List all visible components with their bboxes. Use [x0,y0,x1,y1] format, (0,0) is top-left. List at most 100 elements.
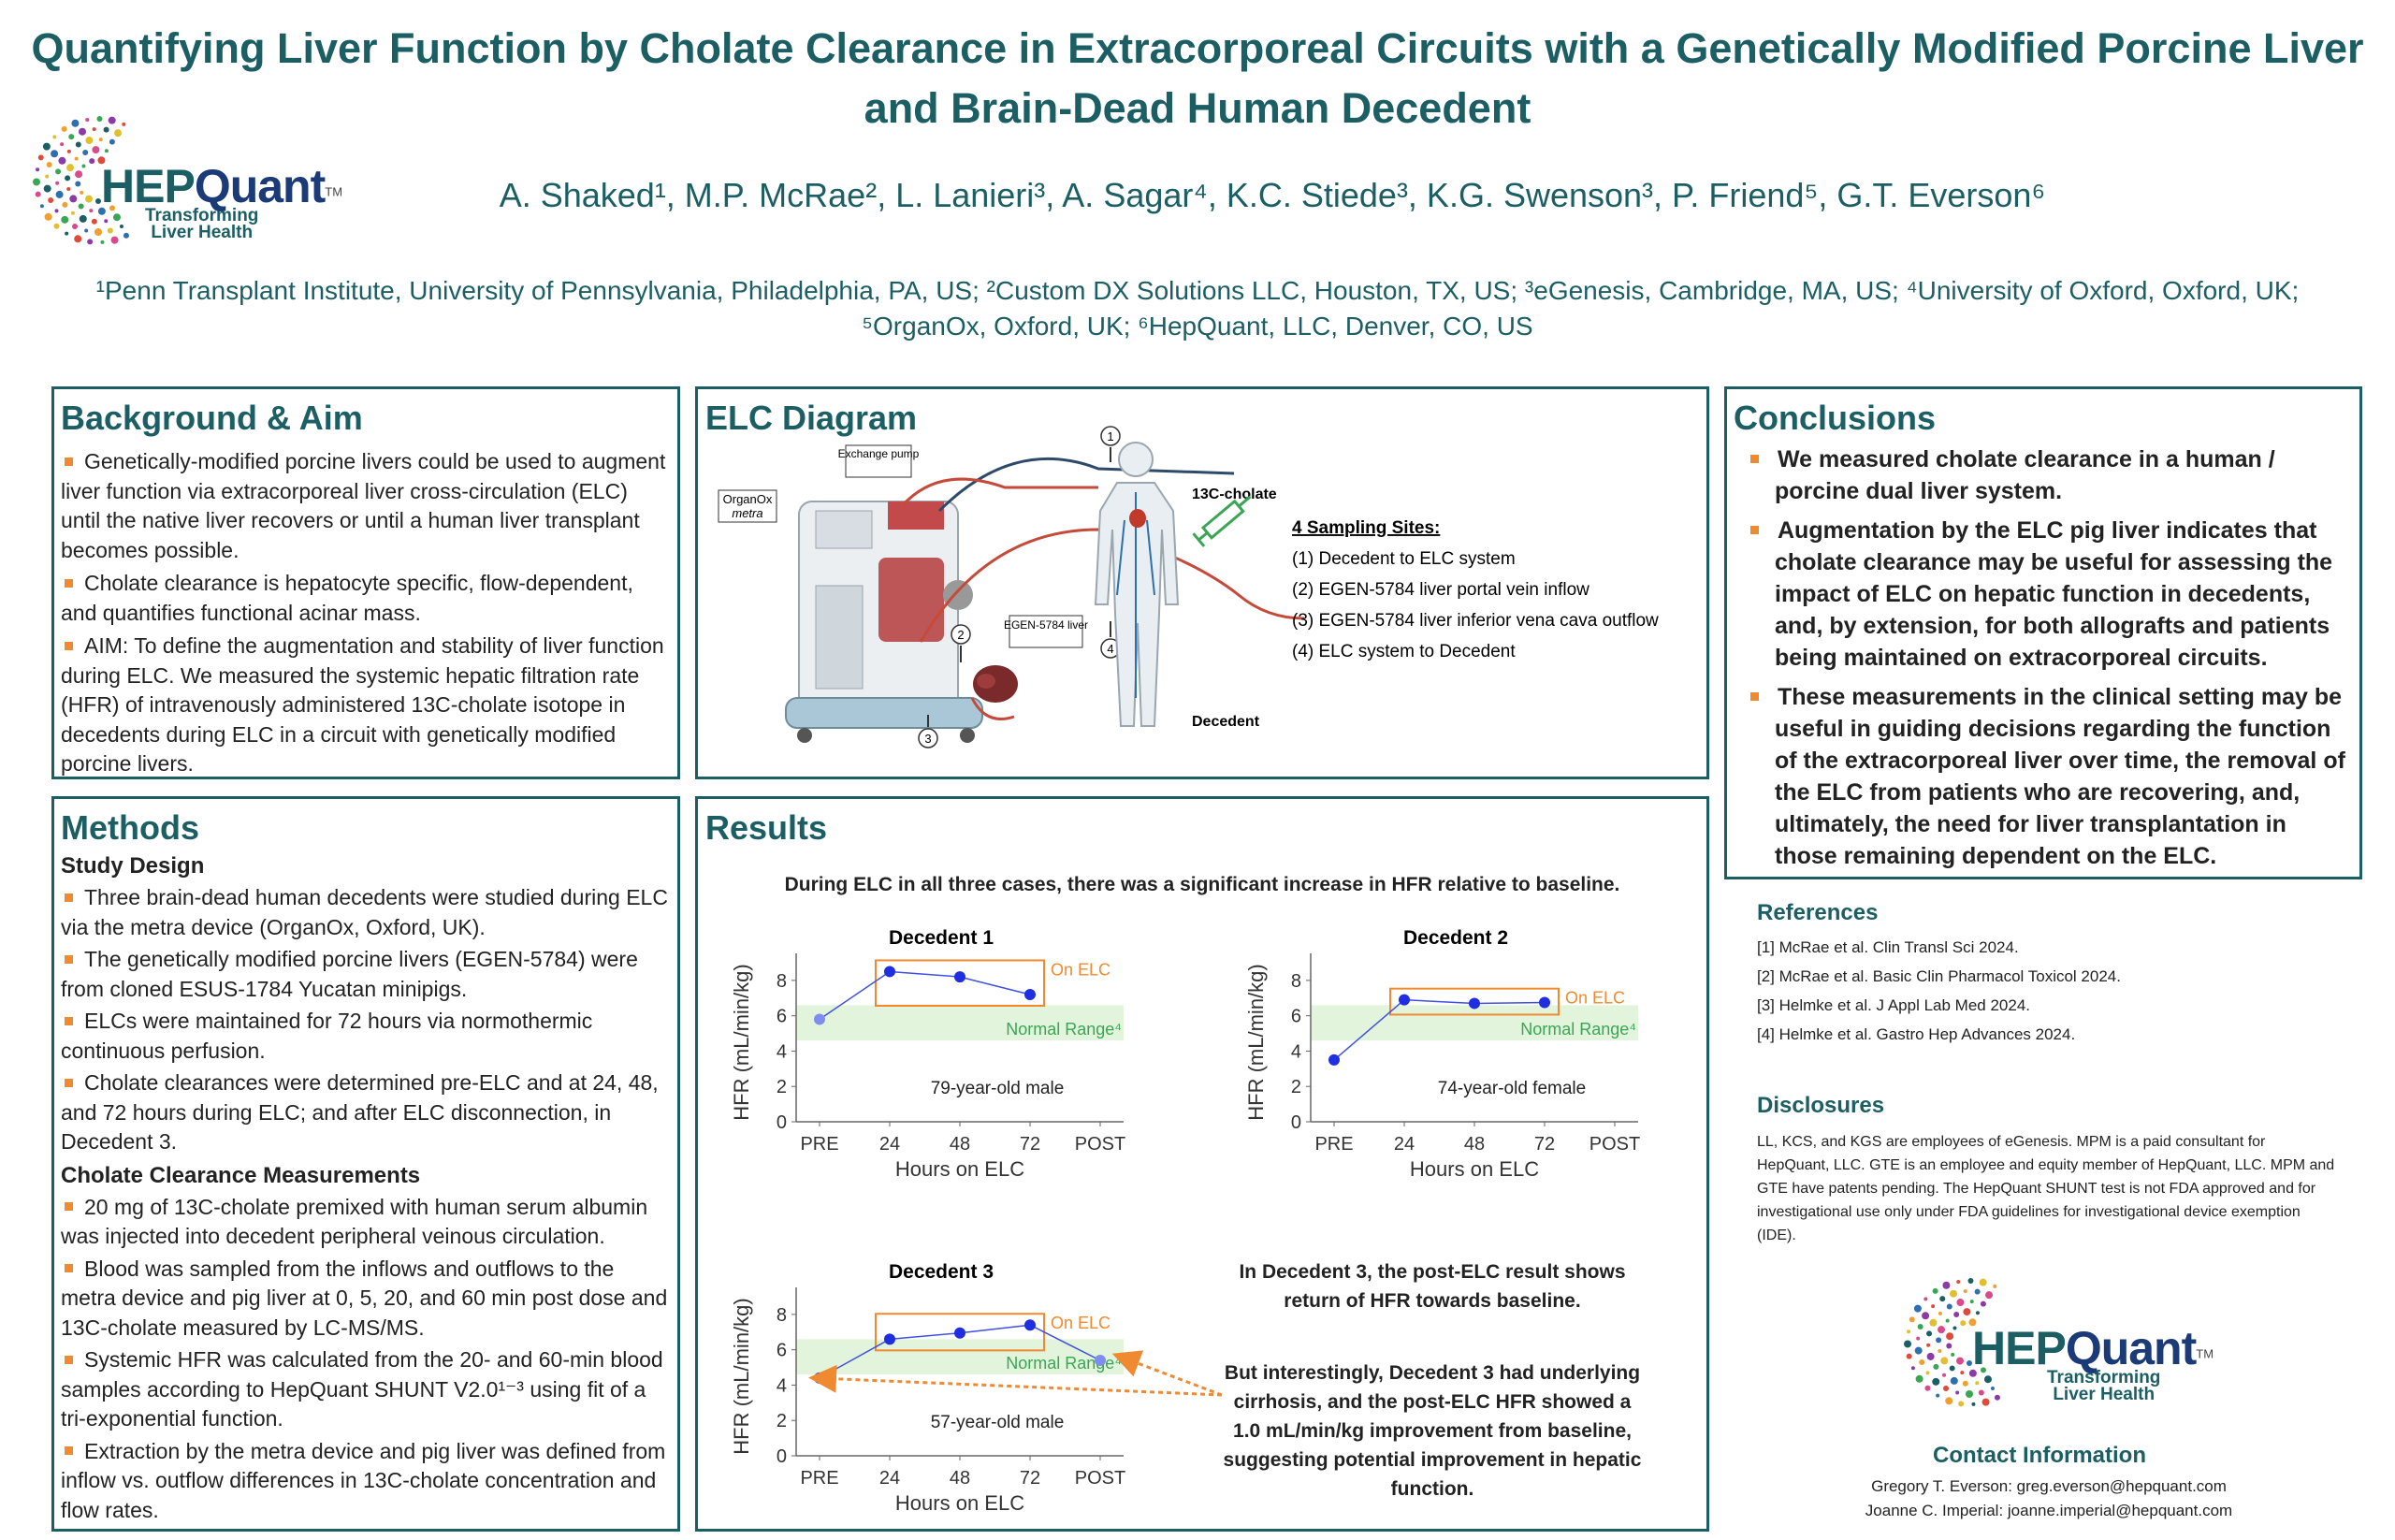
logo-dot [51,150,59,158]
logo-dot [1916,1336,1921,1341]
logo-dot [66,186,71,191]
organox-label: OrganOx [723,492,773,506]
logo-dot [1955,1390,1960,1395]
logo-dot [1922,1312,1930,1320]
elc-diagram-panel: ELC Diagram Exchange pump OrganOx metra [695,386,1709,779]
logo-dot [1936,1337,1942,1344]
logo-dot [1993,1284,1997,1288]
logo-dot [45,174,50,179]
logo-dot [97,156,106,165]
logo-dot [1979,1278,1987,1286]
title-line-2: and Brain-Dead Human Decedent [864,84,1531,132]
logo-dot [1938,1311,1942,1315]
reference-item: [2] McRae et al. Basic Clin Pharmacol To… [1757,967,2121,985]
data-point [814,1372,825,1384]
logo-dot [46,162,52,168]
results-note-1: In Decedent 3, the post-ELC result shows… [1239,1261,1626,1312]
x-tick-label: PRE [1314,1134,1353,1155]
background-heading: Background & Aim [61,399,363,437]
logo-dot [1925,1371,1930,1375]
logo-dot [97,207,106,215]
results-heading: Results [705,808,828,847]
logo-dot [1932,1377,1940,1386]
reference-item: [3] Helmke et al. J Appl Lab Med 2024. [1757,996,2031,1014]
x-tick-label: POST [1075,1134,1125,1155]
title-line-1: Quantifying Liver Function by Cholate Cl… [31,24,2364,72]
chart-annotation: 57-year-old male [931,1413,1065,1432]
y-tick-label: 4 [777,1375,787,1396]
logo-dot [103,126,109,133]
x-tick-label: 24 [1394,1134,1415,1155]
measurements-heading: Cholate Clearance Measurements [61,1162,421,1188]
logo-dot [1956,1280,1961,1285]
logo-dot [72,224,79,230]
methods-heading: Methods [61,808,199,847]
logo-dot [60,142,65,147]
logo-dot [66,149,71,153]
results-note-2: But interestingly, Decedent 3 had underl… [1223,1362,1642,1500]
logo-dot [44,212,52,221]
affiliations: ¹Penn Transplant Institute, University o… [95,276,2300,341]
logo-dot [1942,1373,1947,1377]
logo-dot [1943,1386,1950,1392]
logo-dot [1906,1353,1912,1359]
conclusion-bullet: We measured cholate clearance in a human… [1734,443,2354,507]
normal-range-band [1311,1005,1638,1041]
logo-dot [1969,1300,1974,1304]
logo-dot [1933,1363,1939,1370]
sampling-site: (2) EGEN-5784 liver portal vein inflow [1292,580,1589,600]
logo-dot [1980,1300,1986,1307]
logo-dot [1994,1394,2000,1401]
x-tick-label: PRE [800,1468,838,1489]
logo-dot [1952,1326,1957,1330]
site-marker-4: 4 [1100,621,1121,659]
logo-dot [1980,1367,1986,1373]
logo-dot [1938,1326,1946,1334]
logo-dot [95,198,101,204]
logo-dot [122,122,126,126]
logo-dot [68,134,75,140]
conclusions-heading: Conclusions [1734,399,1937,437]
logo-dot [1971,1402,1976,1406]
x-tick-label: PRE [800,1134,838,1155]
disclosures-text: LL, KCS, and KGS are employees of eGenes… [1757,1134,2335,1243]
logo-dot [1926,1352,1935,1360]
logo-dot [62,201,68,208]
data-point [1024,1319,1036,1331]
logo-dot [66,164,75,172]
logo-dot [100,240,105,244]
logo-dot [1932,1287,1938,1294]
logo-hep: HEP [1972,1322,2067,1374]
methods-bullet: ELCs were maintained for 72 hours via no… [61,1009,593,1063]
logo-quant: Quant [194,160,326,212]
logo-dot [1960,1320,1967,1327]
y-axis-label: HFR (mL/min/kg) [1244,964,1268,1120]
logo-dot [79,214,87,223]
logo-dot [94,228,102,236]
reference-item: [4] Helmke et al. Gastro Hep Advances 20… [1757,1025,2076,1043]
data-point [1469,997,1480,1010]
logo-dot [33,178,41,186]
svg-text:2: 2 [957,628,964,642]
logo-dot [52,135,57,139]
logo-dot [1914,1346,1923,1355]
references-list: [1] McRae et al. Clin Transl Sci 2024. [… [1757,933,2121,1049]
logo-dot [91,218,97,225]
logo-dot [1942,1281,1951,1289]
logo-dot [1926,1330,1933,1337]
chart-annotation: 79-year-old male [931,1079,1065,1098]
sampling-sites-title: 4 Sampling Sites: [1292,518,1440,538]
egen-liver-label: EGEN-5784 liver [1004,618,1088,632]
logo-dot [112,213,121,222]
logo-dot [1990,1387,1995,1391]
logo-tm: TM [2196,1346,2214,1361]
y-tick-label: 2 [777,1411,787,1431]
data-point [954,1327,965,1339]
y-tick-label: 6 [1291,1007,1301,1027]
background-panel: Background & Aim Genetically-modified po… [51,386,680,779]
methods-bullet: The genetically modified porcine livers … [61,947,638,1001]
x-tick-label: 24 [879,1468,900,1489]
logo-dot [71,119,80,127]
